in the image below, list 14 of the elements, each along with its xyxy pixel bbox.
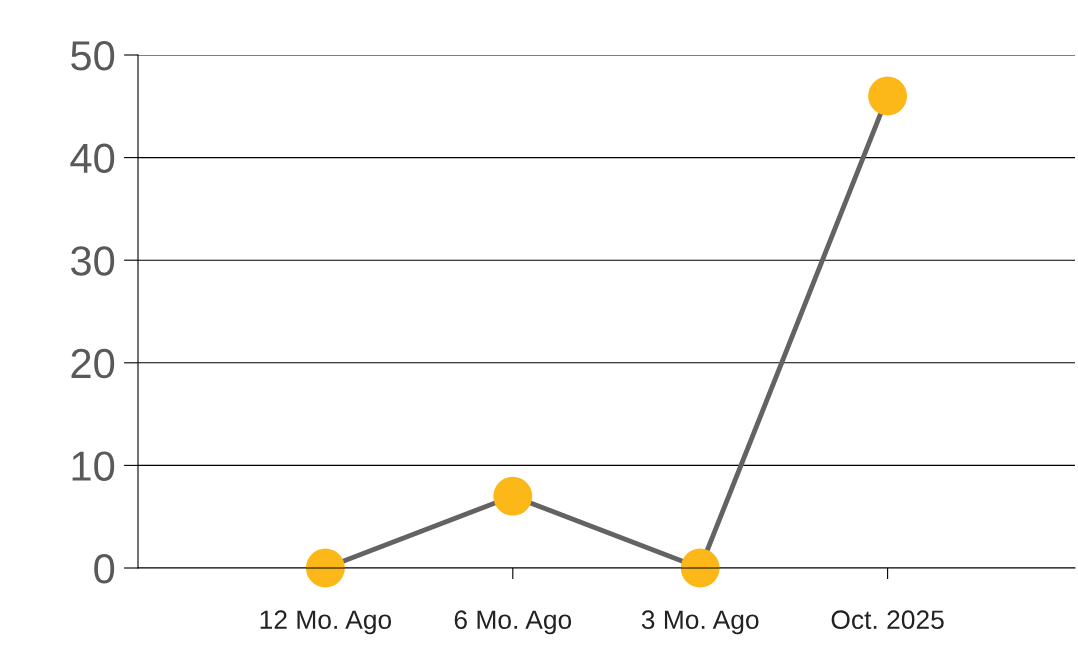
x-tick-label: 12 Mo. Ago xyxy=(260,610,392,635)
point xyxy=(493,476,533,516)
y-tick-label: 40 xyxy=(70,143,115,174)
y-tick-label: 20 xyxy=(71,348,115,379)
x-tick-label: 6 Mo. Ago xyxy=(454,610,572,635)
y-tick-label: 50 xyxy=(71,41,115,71)
point xyxy=(305,548,345,588)
point xyxy=(868,76,908,116)
point xyxy=(680,548,720,588)
x-tick-label: Oct. 2025 xyxy=(831,610,944,630)
y-tick-label: 10 xyxy=(72,451,115,481)
y-tick-label: 0 xyxy=(94,554,115,584)
x-tick-label: 3 Mo. Ago xyxy=(641,610,759,635)
y-tick-label: 30 xyxy=(71,246,115,276)
